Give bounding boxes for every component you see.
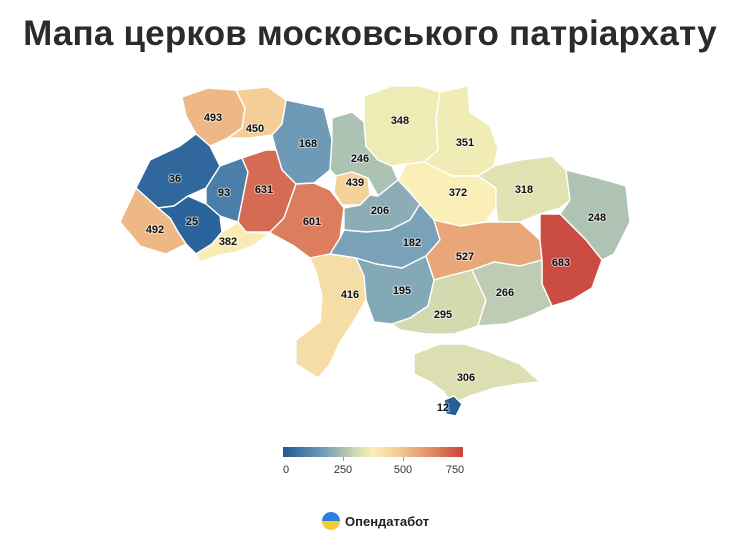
region-label-lviv: 36	[169, 173, 181, 185]
legend-tick-0: 0	[282, 464, 290, 476]
legend-notch	[343, 457, 344, 461]
legend-gradient-bar	[283, 447, 463, 457]
brand-name: Опендатабот	[345, 513, 430, 529]
region-label-mykolaiv: 195	[393, 285, 411, 297]
region-crimea[interactable]	[413, 343, 541, 405]
region-label-zakarpattia: 492	[146, 224, 164, 236]
region-label-odesa: 416	[341, 289, 359, 301]
region-label-kherson: 295	[434, 309, 452, 321]
region-label-ivano-frankivsk: 25	[186, 216, 198, 228]
region-luhansk[interactable]	[559, 169, 631, 261]
region-label-cherkasy: 206	[371, 205, 389, 217]
legend-tick-500: 500	[393, 464, 413, 476]
region-label-dnipropetrovsk: 527	[456, 251, 474, 263]
region-label-crimea: 306	[457, 372, 475, 384]
region-label-ternopil: 93	[218, 187, 230, 199]
region-label-zhytomyr: 168	[299, 138, 317, 150]
brand: Опендатабот	[322, 510, 429, 532]
region-donetsk[interactable]	[539, 213, 603, 307]
region-rivne[interactable]	[227, 86, 287, 139]
region-label-luhansk: 248	[588, 212, 606, 224]
legend-tick-250: 250	[333, 464, 353, 476]
region-sevastopol[interactable]	[443, 395, 463, 417]
region-odesa[interactable]	[295, 253, 367, 379]
region-zaporizhzhia[interactable]	[471, 259, 553, 327]
legend-tick-750: 750	[445, 464, 465, 476]
opendatabot-logo-icon	[322, 512, 340, 530]
region-label-chernivtsi: 382	[219, 236, 237, 248]
map-title: Мапа церков московського патріархату	[23, 14, 717, 53]
region-label-poltava: 372	[449, 187, 467, 199]
region-label-sumy: 351	[456, 137, 474, 149]
region-label-kyiv-city: 439	[346, 177, 364, 189]
region-label-kyiv: 246	[351, 153, 369, 165]
region-label-zaporizhzhia: 266	[496, 287, 514, 299]
region-label-khmelnytskyi: 631	[255, 184, 273, 196]
region-label-vinnytsia: 601	[303, 216, 321, 228]
region-chernivtsi[interactable]	[195, 221, 271, 263]
region-label-donetsk: 683	[552, 257, 570, 269]
region-label-kharkiv: 318	[515, 184, 533, 196]
ukraine-choropleth-map: 493 450 168 246 439 348 351 372 318 248 36 93 631 601…	[119, 85, 631, 417]
region-zakarpattia[interactable]	[119, 187, 187, 255]
region-label-kirovohrad: 182	[403, 237, 421, 249]
legend-notch	[403, 457, 404, 461]
region-label-sevastopol: 12	[437, 402, 449, 414]
region-label-volyn: 493	[204, 112, 222, 124]
region-label-rivne: 450	[246, 123, 264, 135]
region-label-chernihiv: 348	[391, 115, 409, 127]
